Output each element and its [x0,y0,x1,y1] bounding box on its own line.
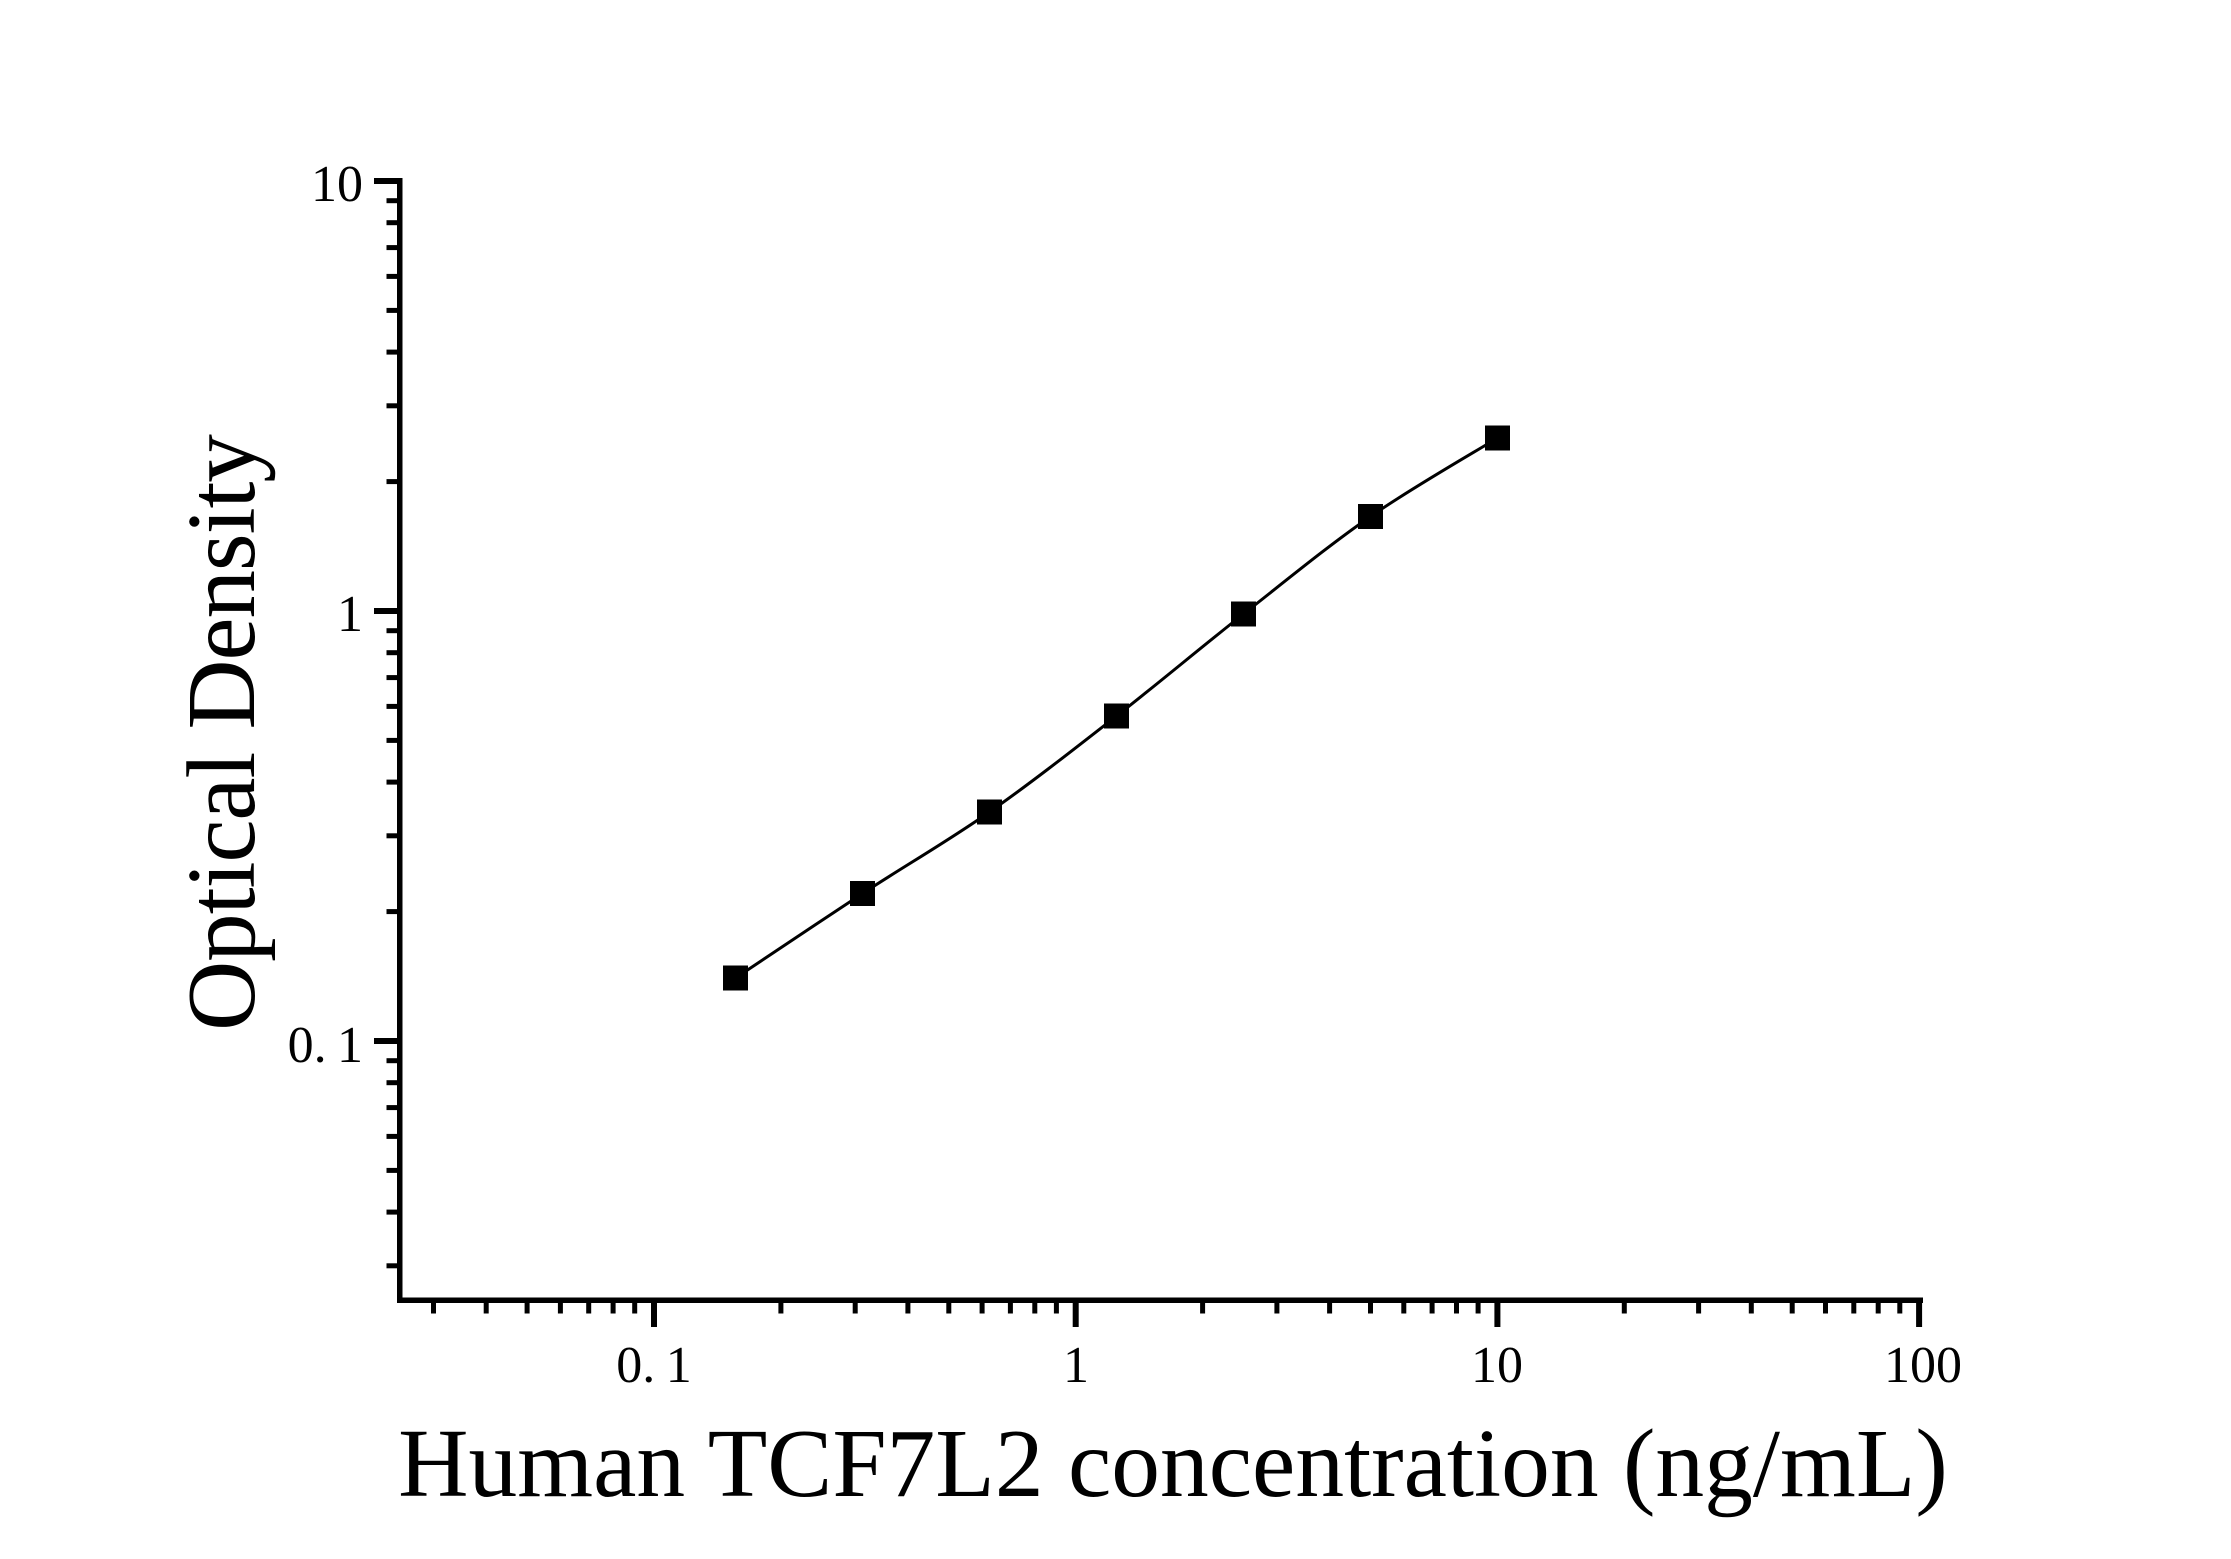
svg-text:0. 1: 0. 1 [616,1337,691,1394]
svg-text:1: 1 [1063,1337,1089,1394]
svg-text:100: 100 [1884,1337,1962,1394]
svg-text:10: 10 [1471,1337,1523,1394]
svg-text:1: 1 [337,586,363,643]
svg-text:Optical Density: Optical Density [168,434,275,1031]
svg-text:0. 1: 0. 1 [288,1017,363,1074]
svg-text:10: 10 [311,156,363,213]
svg-text:Human TCF7L2 concentration (ng: Human TCF7L2 concentration (ng/mL) [398,1410,1948,1518]
